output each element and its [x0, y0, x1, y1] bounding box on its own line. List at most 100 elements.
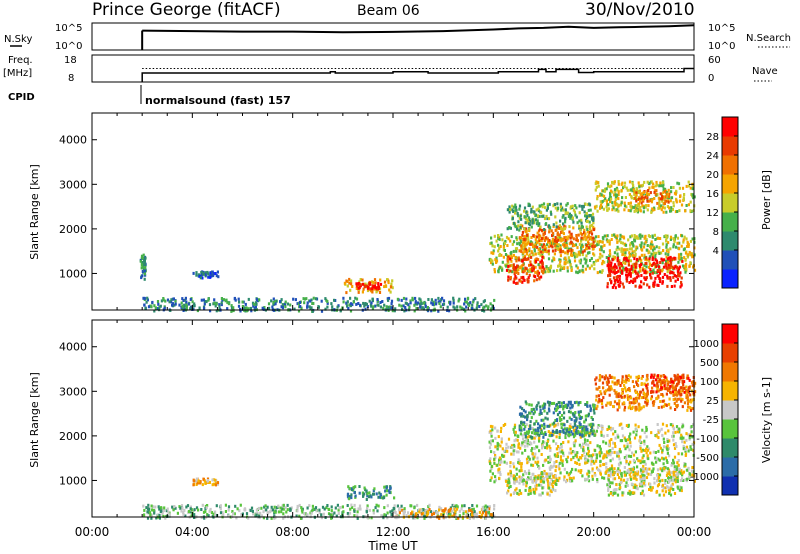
power-cell: [603, 260, 606, 264]
power-cell: [610, 184, 613, 188]
power-cell: [413, 309, 416, 313]
power-cell: [622, 186, 625, 190]
velocity-cell: [652, 450, 655, 454]
velocity-cell: [553, 421, 556, 425]
power-cell: [498, 246, 501, 250]
velocity-cell: [661, 478, 664, 482]
power-cell: [630, 247, 633, 251]
power-cell: [582, 270, 585, 274]
power-cell: [653, 197, 656, 200]
power-cell: [139, 259, 142, 263]
power-cell: [532, 245, 535, 249]
power-cell: [547, 245, 550, 249]
power-cell: [509, 264, 512, 268]
power-cell: [405, 302, 408, 306]
power-cell: [158, 305, 161, 309]
velocity-cell: [555, 442, 558, 446]
power-cell: [628, 270, 631, 274]
power-cell: [541, 265, 545, 269]
velocity-cell: [530, 476, 533, 480]
freq-panel-frame: [91, 54, 695, 83]
power-cell: [554, 206, 557, 210]
velocity-cell: [690, 430, 693, 434]
power-cell: [548, 239, 551, 242]
power-colorbar-tick-label: 20: [706, 170, 719, 181]
velocity-cell: [349, 507, 352, 511]
velocity-cell: [189, 505, 192, 509]
velocity-cell: [455, 517, 458, 520]
power-cell: [549, 210, 552, 214]
power-cell: [646, 196, 649, 200]
power-cell: [677, 182, 681, 186]
velocity-cell: [613, 376, 616, 380]
velocity-cell: [519, 478, 522, 482]
velocity-cell: [584, 442, 587, 446]
velocity-cell: [524, 410, 527, 414]
velocity-cell: [452, 504, 455, 508]
velocity-cell: [559, 419, 562, 422]
power-cell: [490, 261, 493, 265]
velocity-cell: [525, 481, 528, 485]
power-cell: [504, 253, 508, 256]
power-cell: [596, 195, 599, 198]
power-cell: [513, 272, 516, 276]
power-cell: [571, 216, 574, 220]
power-cell: [614, 208, 617, 212]
velocity-cell: [544, 458, 547, 462]
power-cell: [528, 253, 531, 257]
power-cell: [507, 237, 510, 241]
velocity-cell: [590, 422, 593, 426]
velocity-cell: [560, 418, 563, 421]
power-cell: [200, 270, 203, 274]
power-patch: [355, 281, 383, 291]
velocity-cell: [224, 503, 227, 507]
velocity-cell: [673, 492, 677, 495]
velocity-cell: [451, 514, 454, 518]
power-cell: [600, 270, 603, 274]
velocity-cell: [592, 403, 595, 407]
velocity-cell: [322, 512, 325, 516]
velocity-cell: [315, 509, 318, 513]
power-cell: [665, 236, 668, 239]
velocity-cell: [487, 510, 491, 514]
power-cell: [142, 265, 145, 269]
velocity-cell: [204, 482, 207, 485]
power-cell: [557, 226, 561, 230]
velocity-cell: [507, 485, 511, 489]
power-cell: [506, 208, 509, 212]
power-cell: [491, 259, 494, 263]
velocity-cell: [353, 514, 356, 518]
velocity-cell: [532, 412, 535, 416]
velocity-cell: [526, 478, 529, 481]
power-cell: [682, 196, 685, 200]
power-cell: [389, 290, 392, 294]
power-cell: [367, 285, 370, 289]
velocity-cell: [595, 429, 598, 433]
power-cell: [522, 275, 525, 279]
power-cell: [647, 189, 650, 192]
power-cell: [626, 275, 629, 279]
power-cell: [687, 184, 691, 188]
power-cell: [366, 289, 370, 293]
power-cell: [601, 262, 604, 266]
power-cell: [578, 270, 581, 274]
velocity-cell: [536, 445, 539, 449]
velocity-cell: [550, 431, 553, 435]
velocity-cell: [174, 506, 177, 510]
power-cell: [520, 240, 523, 244]
velocity-cell: [524, 488, 527, 492]
power-cell: [654, 184, 657, 188]
velocity-cell: [541, 444, 545, 448]
power-cell: [627, 257, 630, 261]
velocity-cell: [537, 465, 540, 468]
velocity-cell: [540, 424, 544, 428]
power-cell: [474, 297, 477, 301]
power-cell: [543, 248, 547, 252]
velocity-cell: [568, 451, 571, 455]
power-cell: [293, 307, 296, 311]
velocity-cell: [189, 507, 192, 511]
power-cell: [552, 223, 555, 227]
power-cell: [537, 224, 540, 227]
power-cell: [658, 184, 661, 188]
power-cell: [654, 192, 657, 196]
